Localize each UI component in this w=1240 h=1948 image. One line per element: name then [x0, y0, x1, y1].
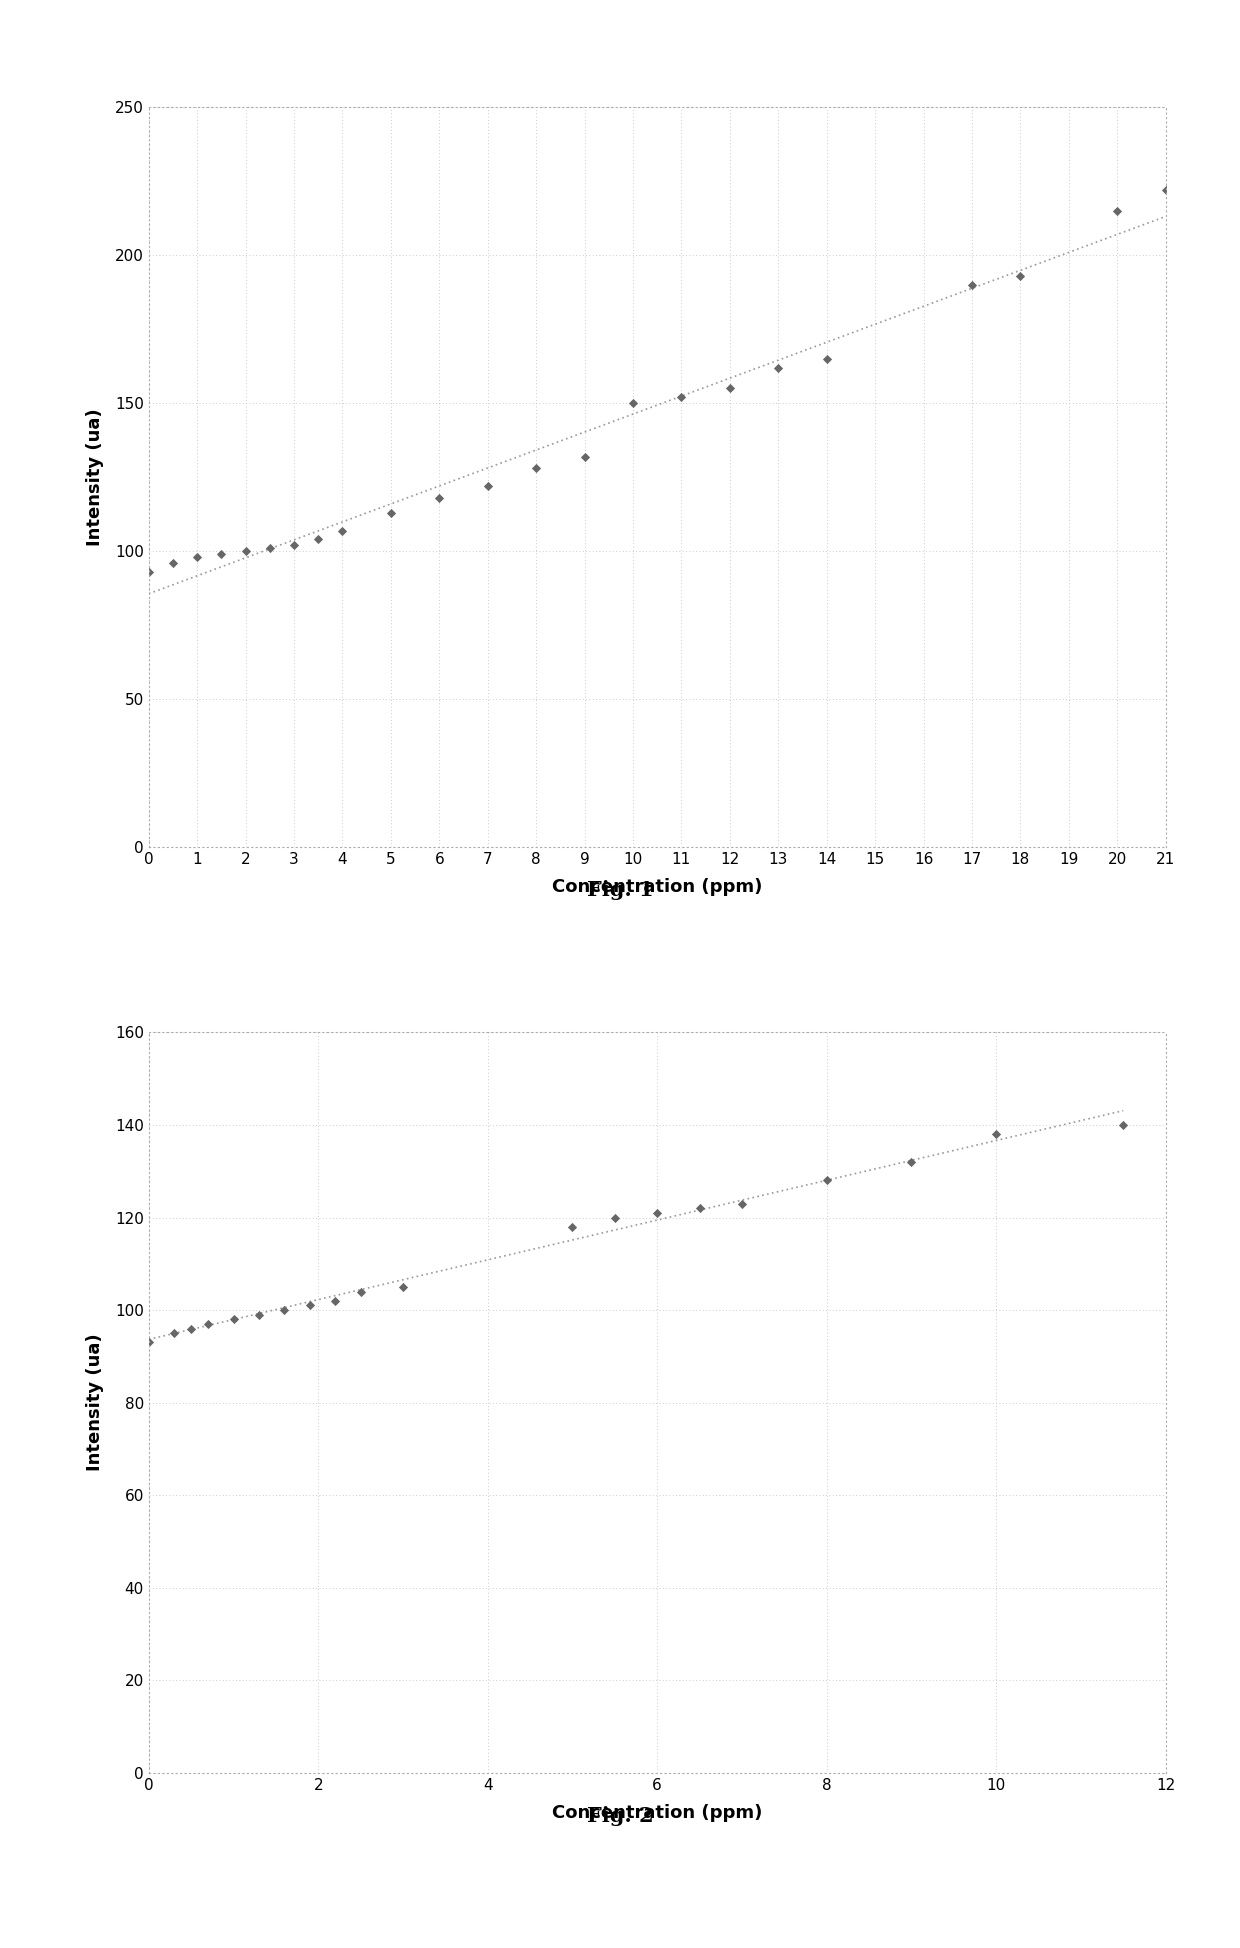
- Point: [164, 547, 184, 579]
- Point: [672, 382, 692, 413]
- Point: [274, 1293, 294, 1325]
- Point: [381, 497, 401, 528]
- X-axis label: Concentration (ppm): Concentration (ppm): [552, 879, 763, 896]
- Y-axis label: Intensity (ua): Intensity (ua): [86, 1334, 104, 1471]
- Point: [901, 1145, 921, 1177]
- Point: [647, 1198, 667, 1229]
- Point: [1107, 195, 1127, 226]
- Point: [563, 1212, 583, 1243]
- Point: [986, 1118, 1006, 1149]
- Text: Fig. 2: Fig. 2: [587, 1806, 653, 1825]
- Point: [962, 269, 982, 300]
- Text: Fig. 1: Fig. 1: [587, 880, 653, 900]
- Point: [249, 1299, 269, 1330]
- Point: [164, 1317, 184, 1348]
- Point: [187, 542, 207, 573]
- Point: [1156, 175, 1176, 206]
- Point: [181, 1313, 201, 1344]
- Y-axis label: Intensity (ua): Intensity (ua): [86, 409, 104, 545]
- Point: [732, 1188, 751, 1219]
- Point: [574, 440, 594, 471]
- Point: [260, 532, 280, 563]
- Point: [1011, 261, 1030, 292]
- X-axis label: Concentration (ppm): Concentration (ppm): [552, 1804, 763, 1821]
- Point: [689, 1192, 709, 1223]
- Point: [139, 1327, 159, 1358]
- Point: [769, 353, 789, 384]
- Point: [325, 1286, 345, 1317]
- Point: [198, 1309, 218, 1340]
- Point: [720, 372, 740, 403]
- Point: [139, 557, 159, 588]
- Point: [817, 1165, 837, 1196]
- Point: [223, 1303, 243, 1334]
- Point: [393, 1272, 413, 1303]
- Point: [429, 483, 449, 514]
- Point: [309, 524, 329, 555]
- Point: [817, 343, 837, 374]
- Point: [284, 530, 304, 561]
- Point: [1114, 1110, 1133, 1142]
- Point: [605, 1202, 625, 1233]
- Point: [622, 388, 642, 419]
- Point: [212, 540, 232, 571]
- Point: [236, 536, 255, 567]
- Point: [332, 514, 352, 545]
- Point: [300, 1290, 320, 1321]
- Point: [351, 1276, 371, 1307]
- Point: [477, 471, 497, 503]
- Point: [526, 452, 546, 483]
